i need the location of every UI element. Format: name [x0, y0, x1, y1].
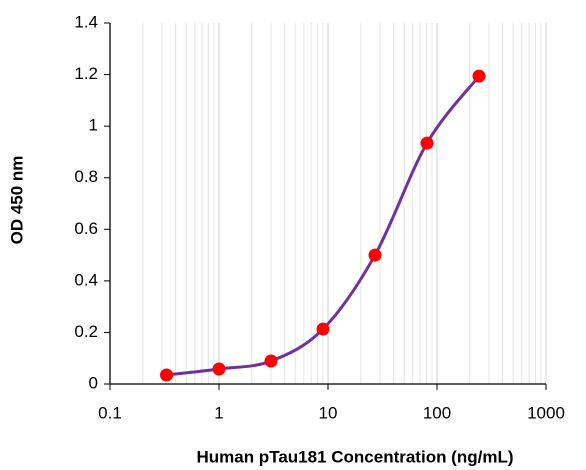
- data-point: [316, 322, 330, 336]
- x-axis-title: Human pTau181 Concentration (ng/mL): [196, 447, 513, 466]
- x-tick-label: 1: [214, 403, 223, 422]
- y-tick-label: 0.4: [74, 270, 98, 289]
- y-tick-label: 0.6: [74, 219, 98, 238]
- data-point: [264, 354, 278, 368]
- data-point: [420, 136, 434, 150]
- x-tick-label: 0.1: [98, 403, 122, 422]
- x-tick-label: 1000: [527, 403, 565, 422]
- x-tick-label: 100: [423, 403, 451, 422]
- y-tick-label: 0.8: [74, 167, 98, 186]
- data-point: [368, 248, 382, 262]
- y-tick-label: 0.2: [74, 322, 98, 341]
- y-tick-label: 0: [89, 373, 98, 392]
- data-point: [160, 368, 174, 382]
- y-tick-label: 1: [89, 116, 98, 135]
- y-axis-title: OD 450 nm: [7, 156, 26, 245]
- y-tick-label: 1.2: [74, 64, 98, 83]
- data-point: [472, 69, 486, 83]
- x-tick-label: 10: [319, 403, 338, 422]
- data-point: [212, 362, 226, 376]
- y-tick-label: 1.4: [74, 12, 98, 31]
